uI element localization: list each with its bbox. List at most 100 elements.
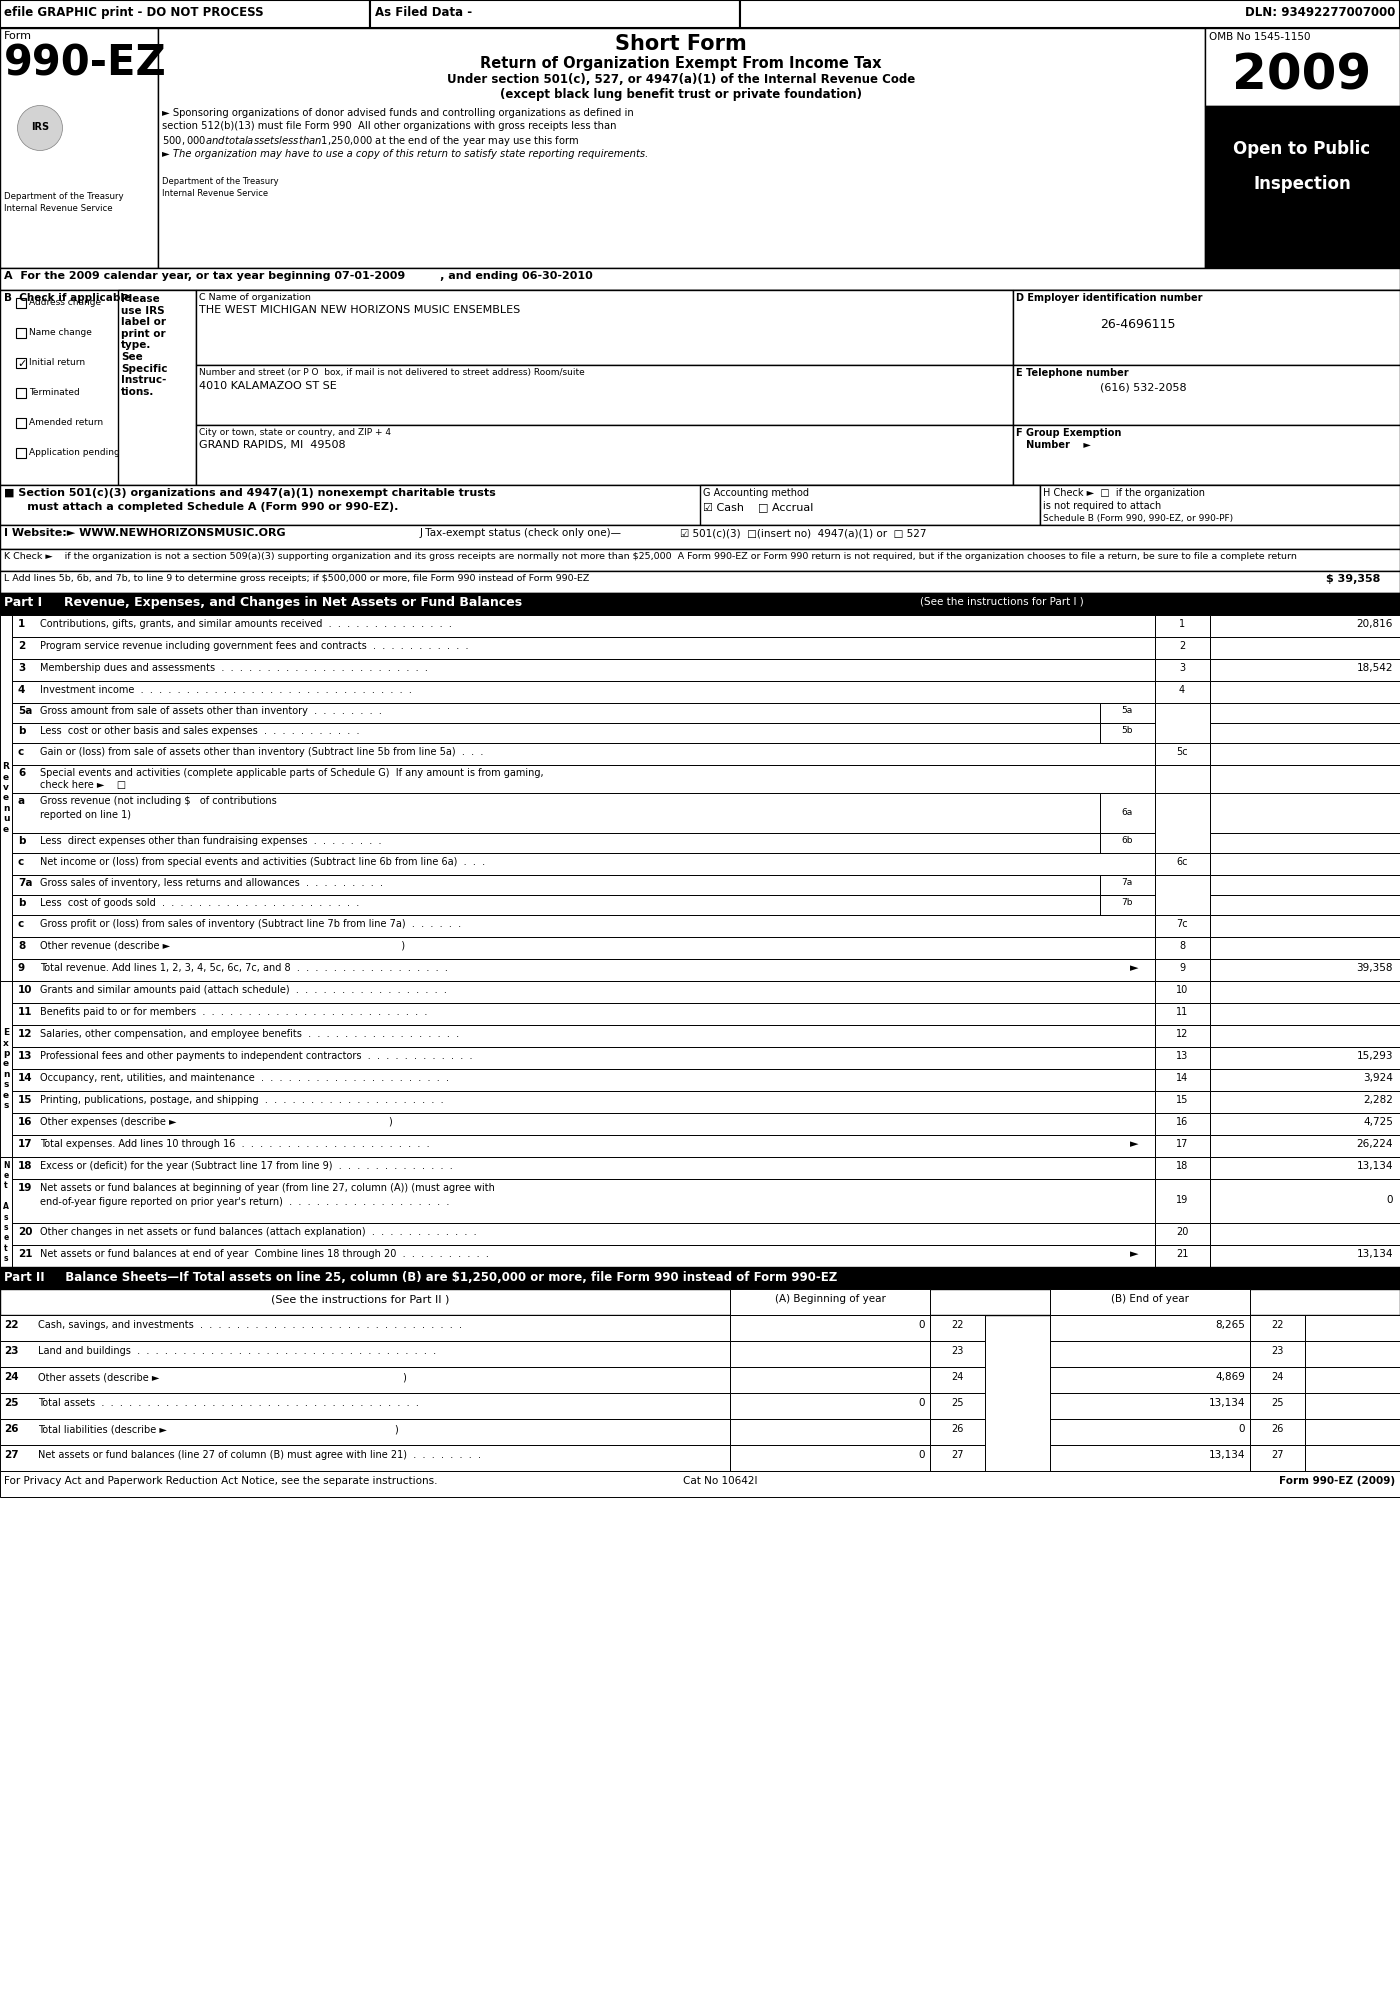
Bar — [1155, 960, 1210, 982]
Text: $ 39,358: $ 39,358 — [1326, 575, 1380, 585]
Text: Occupancy, rent, utilities, and maintenance  .  .  .  .  .  .  .  .  .  .  .  . : Occupancy, rent, utilities, and maintena… — [41, 1073, 449, 1083]
Bar — [1250, 1418, 1305, 1444]
Text: 2: 2 — [1179, 640, 1186, 650]
Bar — [729, 1289, 930, 1315]
Text: K Check ►    if the organization is not a section 509(a)(3) supporting organizat: K Check ► if the organization is not a s… — [4, 553, 1296, 561]
Text: ✓: ✓ — [17, 359, 27, 369]
Bar — [1250, 1367, 1305, 1393]
Text: 6b: 6b — [1121, 836, 1133, 846]
Bar — [13, 742, 1155, 764]
Text: 0: 0 — [1239, 1424, 1245, 1434]
Text: ► Sponsoring organizations of donor advised funds and controlling organizations : ► Sponsoring organizations of donor advi… — [162, 108, 634, 118]
Bar — [1210, 680, 1400, 702]
Bar — [729, 1367, 930, 1393]
Text: 25: 25 — [951, 1398, 963, 1408]
Bar — [0, 1367, 729, 1393]
Text: 7a: 7a — [1121, 878, 1133, 888]
Bar — [0, 0, 370, 28]
Text: c: c — [18, 858, 24, 868]
Text: E
x
p
e
n
s
e
s: E x p e n s e s — [3, 1027, 10, 1109]
Text: 25: 25 — [4, 1398, 18, 1408]
Text: Membership dues and assessments  .  .  .  .  .  .  .  .  .  .  .  .  .  .  .  . : Membership dues and assessments . . . . … — [41, 662, 428, 672]
Text: 990-EZ: 990-EZ — [4, 42, 167, 84]
Bar — [1155, 658, 1210, 680]
Bar — [13, 1245, 1155, 1267]
Bar — [1250, 1393, 1305, 1418]
Text: Net income or (loss) from special events and activities (Subtract line 6b from l: Net income or (loss) from special events… — [41, 858, 486, 868]
Bar — [0, 0, 1400, 28]
Text: 19: 19 — [1176, 1195, 1189, 1205]
Text: b: b — [18, 836, 25, 846]
Bar — [13, 614, 1155, 636]
Text: 10: 10 — [1176, 986, 1189, 996]
Text: Grants and similar amounts paid (attach schedule)  .  .  .  .  .  .  .  .  .  . : Grants and similar amounts paid (attach … — [41, 986, 447, 996]
Bar — [1155, 1135, 1210, 1157]
Text: ► The organization may have to use a copy of this return to satisfy state report: ► The organization may have to use a cop… — [162, 150, 648, 160]
Bar — [158, 28, 1205, 267]
Bar — [1210, 658, 1400, 680]
Text: Inspection: Inspection — [1253, 176, 1351, 194]
Bar — [13, 876, 1155, 896]
Text: Under section 501(c), 527, or 4947(a)(1) of the Internal Revenue Code: Under section 501(c), 527, or 4947(a)(1)… — [447, 74, 916, 86]
Text: (See the instructions for Part II ): (See the instructions for Part II ) — [270, 1295, 449, 1305]
Bar — [1155, 1157, 1210, 1179]
Text: 4010 KALAMAZOO ST SE: 4010 KALAMAZOO ST SE — [199, 381, 337, 391]
Text: ☑ 501(c)(3)  □(insert no)  4947(a)(1) or  □ 527: ☑ 501(c)(3) □(insert no) 4947(a)(1) or □… — [680, 529, 927, 539]
Bar — [1210, 938, 1400, 960]
Text: 11: 11 — [18, 1007, 32, 1017]
Bar — [0, 1289, 1400, 1315]
Bar — [13, 1069, 1155, 1091]
Bar — [1210, 742, 1400, 764]
Bar — [1100, 722, 1155, 742]
Bar — [1305, 1341, 1400, 1367]
Text: 0: 0 — [1386, 1195, 1393, 1205]
Text: 5a: 5a — [18, 706, 32, 716]
Bar — [13, 722, 1155, 742]
Bar — [930, 1444, 986, 1470]
Text: 11: 11 — [1176, 1007, 1189, 1017]
Bar — [1155, 854, 1210, 876]
Bar — [15, 419, 27, 429]
Text: Form: Form — [4, 32, 32, 42]
Text: DLN: 93492277007000: DLN: 93492277007000 — [1245, 6, 1394, 20]
Bar — [700, 485, 1040, 525]
Bar — [1250, 1444, 1305, 1470]
Bar — [741, 0, 1400, 28]
Text: 20: 20 — [1176, 1227, 1189, 1237]
Text: 24: 24 — [4, 1373, 18, 1383]
Bar — [729, 1315, 930, 1341]
Bar — [13, 702, 1155, 722]
Bar — [0, 982, 13, 1157]
Bar — [13, 1047, 1155, 1069]
Text: Department of the Treasury: Department of the Treasury — [162, 178, 279, 186]
Bar — [0, 1267, 1400, 1289]
Bar — [1100, 876, 1155, 896]
Text: 23: 23 — [1271, 1347, 1284, 1357]
Bar — [13, 896, 1155, 916]
Text: 13: 13 — [1176, 1051, 1189, 1061]
Text: Return of Organization Exempt From Income Tax: Return of Organization Exempt From Incom… — [480, 56, 882, 72]
Text: Total revenue. Add lines 1, 2, 3, 4, 5c, 6c, 7c, and 8  .  .  .  .  .  .  .  .  : Total revenue. Add lines 1, 2, 3, 4, 5c,… — [41, 964, 448, 974]
Text: Less  cost of goods sold  .  .  .  .  .  .  .  .  .  .  .  .  .  .  .  .  .  .  : Less cost of goods sold . . . . . . . . … — [41, 898, 360, 908]
Bar — [1050, 1341, 1250, 1367]
Bar — [0, 289, 1400, 485]
Text: 26: 26 — [951, 1424, 963, 1434]
Text: 0: 0 — [918, 1450, 925, 1460]
Text: 21: 21 — [18, 1249, 32, 1259]
Bar — [0, 571, 1400, 593]
Text: 21: 21 — [1176, 1249, 1189, 1259]
Text: 7c: 7c — [1176, 920, 1187, 930]
Text: 39,358: 39,358 — [1357, 964, 1393, 974]
Bar — [1155, 982, 1210, 1003]
Text: B  Check if applicable: B Check if applicable — [4, 293, 132, 303]
Text: 15,293: 15,293 — [1357, 1051, 1393, 1061]
Text: (B) End of year: (B) End of year — [1112, 1295, 1189, 1305]
Ellipse shape — [17, 106, 63, 150]
Bar — [1155, 916, 1210, 938]
Text: check here ►    □: check here ► □ — [41, 780, 126, 790]
Bar — [1210, 636, 1400, 658]
Text: Program service revenue including government fees and contracts  .  .  .  .  .  : Program service revenue including govern… — [41, 640, 469, 650]
Bar — [729, 1444, 930, 1470]
Text: Short Form: Short Form — [615, 34, 746, 54]
Text: is not required to attach: is not required to attach — [1043, 501, 1161, 511]
